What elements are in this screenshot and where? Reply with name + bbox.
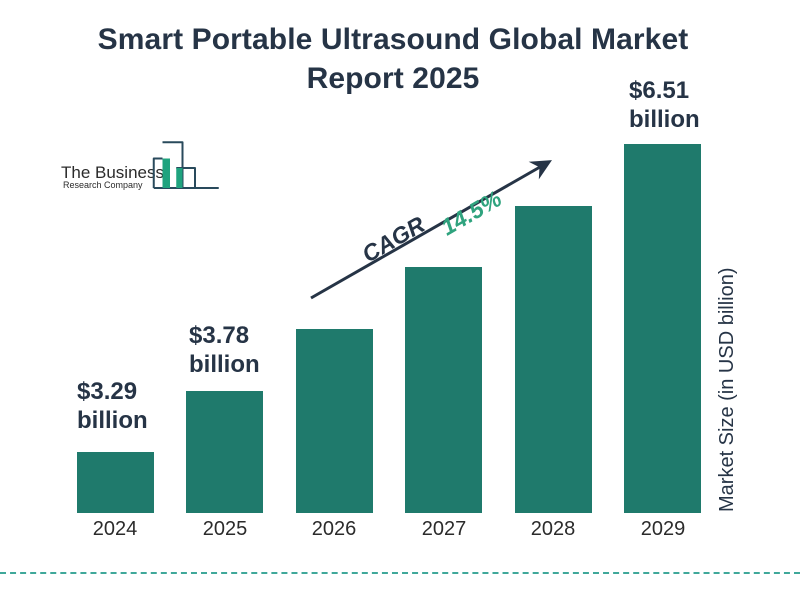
svg-text:CAGR: CAGR (358, 211, 430, 268)
svg-text:14.5%: 14.5% (437, 185, 506, 240)
svg-text:Research Company: Research Company (63, 180, 143, 190)
